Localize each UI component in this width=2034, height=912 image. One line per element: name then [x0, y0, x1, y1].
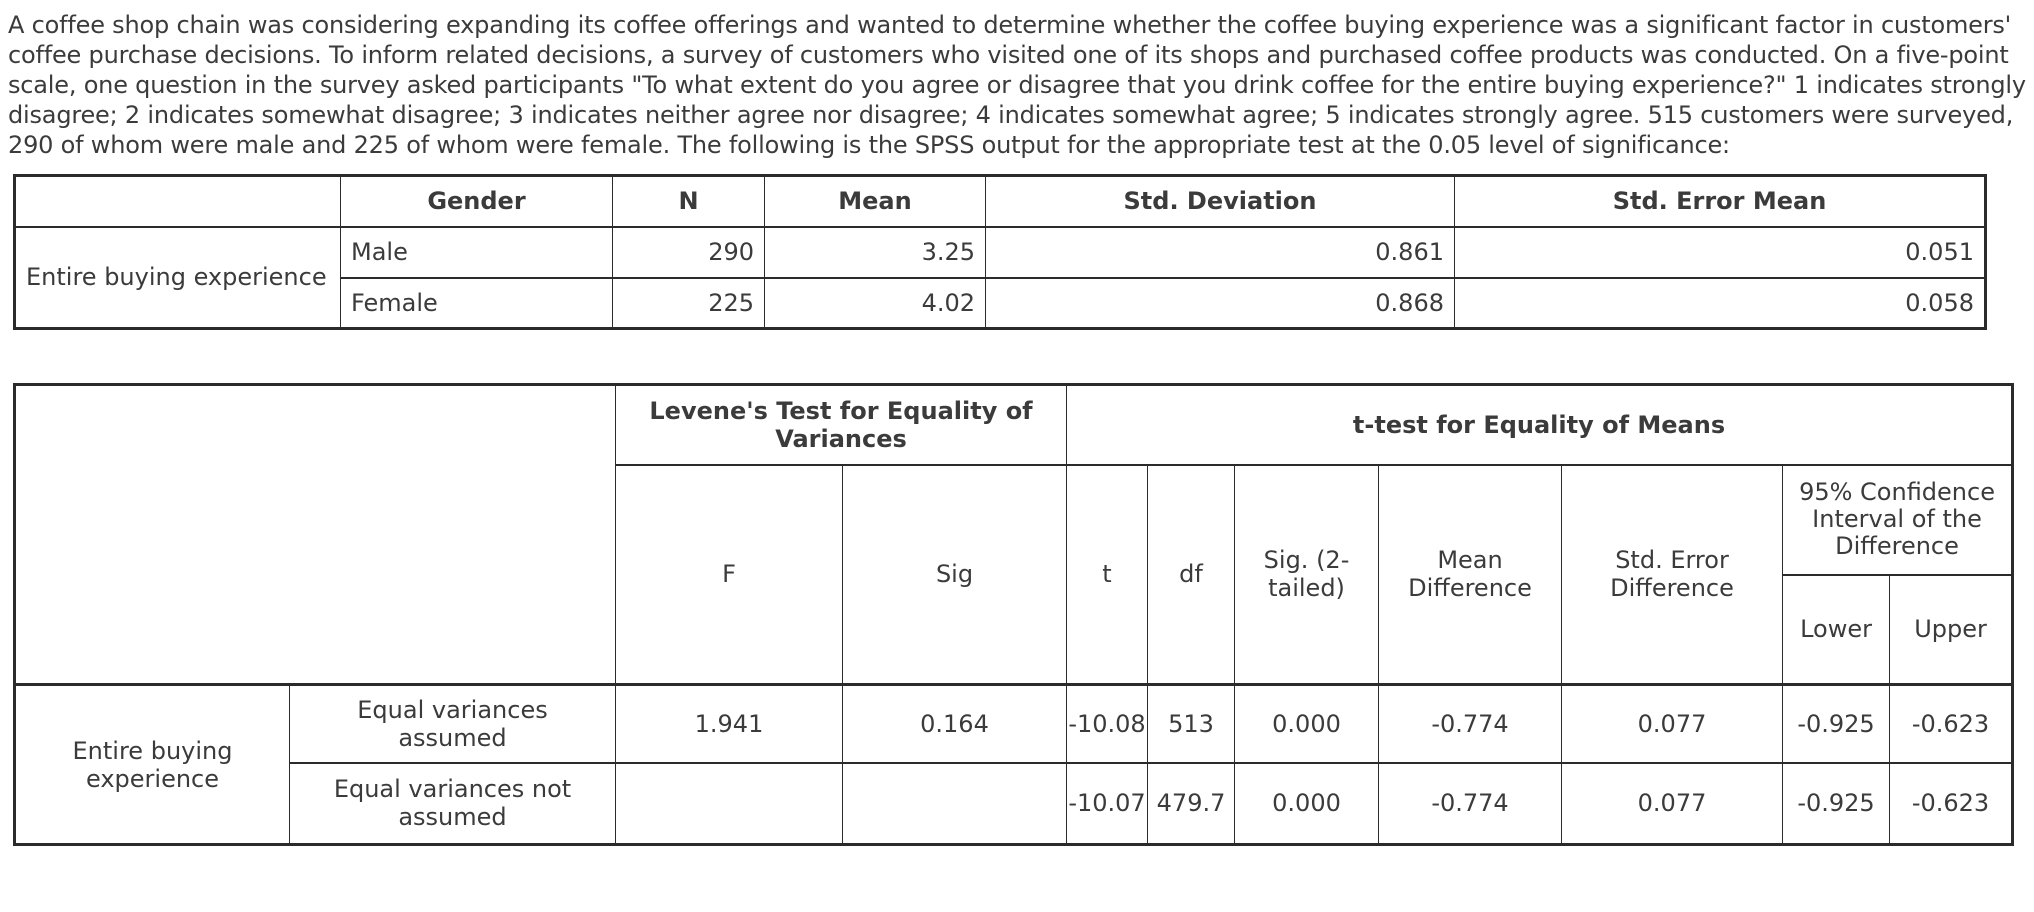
cell-assumed-sig: 0.164 [841, 684, 1068, 763]
header-std-error-mean: Std. Error Mean [1454, 175, 1986, 227]
header-t: t [1066, 464, 1149, 685]
cell-assumed-std-error-difference: 0.077 [1561, 684, 1784, 763]
independent-samples-ttest-table: Levene's Test for Equality of Variances … [13, 383, 2015, 846]
cell-male-n: 290 [612, 226, 765, 278]
ttest-header-row-groups: Levene's Test for Equality of Variances … [14, 384, 2014, 685]
header-sig: Sig [841, 464, 1068, 685]
cell-male-gender: Male [340, 226, 613, 278]
header-std-deviation: Std. Deviation [985, 175, 1455, 227]
header-ttest-means: t-test for Equality of Means [1066, 384, 2014, 465]
cell-female-mean: 4.02 [764, 277, 986, 329]
cell-female-std-deviation: 0.868 [985, 277, 1455, 329]
cell-assumed-t: -10.08 [1066, 684, 1149, 763]
cell-not-assumed-upper: -0.623 [1889, 762, 2014, 845]
cell-assumed-mean-difference: -0.774 [1378, 684, 1563, 763]
cell-not-assumed-sig-2-tailed: 0.000 [1234, 762, 1380, 845]
cell-variance-label-not-assumed: Equal variances not assumed [289, 762, 616, 845]
group-stats-header-row: Gender N Mean Std. Deviation Std. Error … [14, 175, 1986, 227]
cell-male-std-deviation: 0.861 [985, 226, 1455, 278]
cell-male-std-error-mean: 0.051 [1454, 226, 1986, 278]
ttest-header-blank [14, 384, 616, 685]
header-sig-2-tailed: Sig. (2-tailed) [1234, 464, 1380, 685]
ttest-row-equal-variances-assumed: Entire buying experience Equal variances… [14, 684, 2014, 845]
header-blank [14, 175, 341, 227]
cell-female-gender: Female [340, 277, 613, 329]
cell-assumed-df: 513 [1147, 684, 1236, 763]
cell-not-assumed-sig [841, 762, 1068, 845]
cell-not-assumed-std-error-difference: 0.077 [1561, 762, 1784, 845]
group-stats-row-male: Entire buying experience Male 290 3.25 0… [14, 226, 1986, 329]
header-mean: Mean [764, 175, 986, 227]
document-page: A coffee shop chain was considering expa… [8, 11, 2026, 846]
cell-male-mean: 3.25 [764, 226, 986, 278]
cell-female-n: 225 [612, 277, 765, 329]
header-n: N [612, 175, 765, 227]
cell-assumed-lower: -0.925 [1782, 684, 1891, 763]
cell-assumed-f: 1.941 [615, 684, 843, 763]
cell-not-assumed-f [615, 762, 843, 845]
header-df: df [1147, 464, 1236, 685]
cell-not-assumed-lower: -0.925 [1782, 762, 1891, 845]
header-f: F [615, 464, 843, 685]
ttest-header-row-columns: F Sig t df Sig. (2-tailed) Mean Differen… [14, 464, 2014, 685]
header-upper: Upper [1889, 574, 2014, 685]
group-stats-row-female: Female 225 4.02 0.868 0.058 [14, 277, 1986, 329]
cell-not-assumed-mean-difference: -0.774 [1378, 762, 1563, 845]
header-lower: Lower [1782, 574, 1891, 685]
header-gender: Gender [340, 175, 613, 227]
cell-not-assumed-t: -10.07 [1066, 762, 1149, 845]
cell-assumed-sig-2-tailed: 0.000 [1234, 684, 1380, 763]
header-std-error-difference: Std. Error Difference [1561, 464, 1784, 685]
ttest-row-equal-variances-not-assumed: Equal variances not assumed -10.07 479.7… [14, 762, 2014, 845]
header-levene-test: Levene's Test for Equality of Variances [614, 384, 1068, 465]
row-label-entire-buying-experience: Entire buying experience [14, 226, 341, 329]
cell-variance-label-assumed: Equal variances assumed [289, 684, 616, 763]
cell-not-assumed-df: 479.7 [1147, 762, 1236, 845]
header-mean-difference: Mean Difference [1378, 464, 1563, 685]
question-text: A coffee shop chain was considering expa… [8, 11, 2026, 159]
row-label-entire-buying-experience: Entire buying experience [14, 684, 290, 845]
header-95-confidence-interval: 95% Confidence Interval of the Differenc… [1782, 464, 2014, 575]
cell-assumed-upper: -0.623 [1889, 684, 2014, 763]
group-statistics-table: Gender N Mean Std. Deviation Std. Error … [13, 174, 1987, 330]
cell-female-std-error-mean: 0.058 [1454, 277, 1986, 329]
